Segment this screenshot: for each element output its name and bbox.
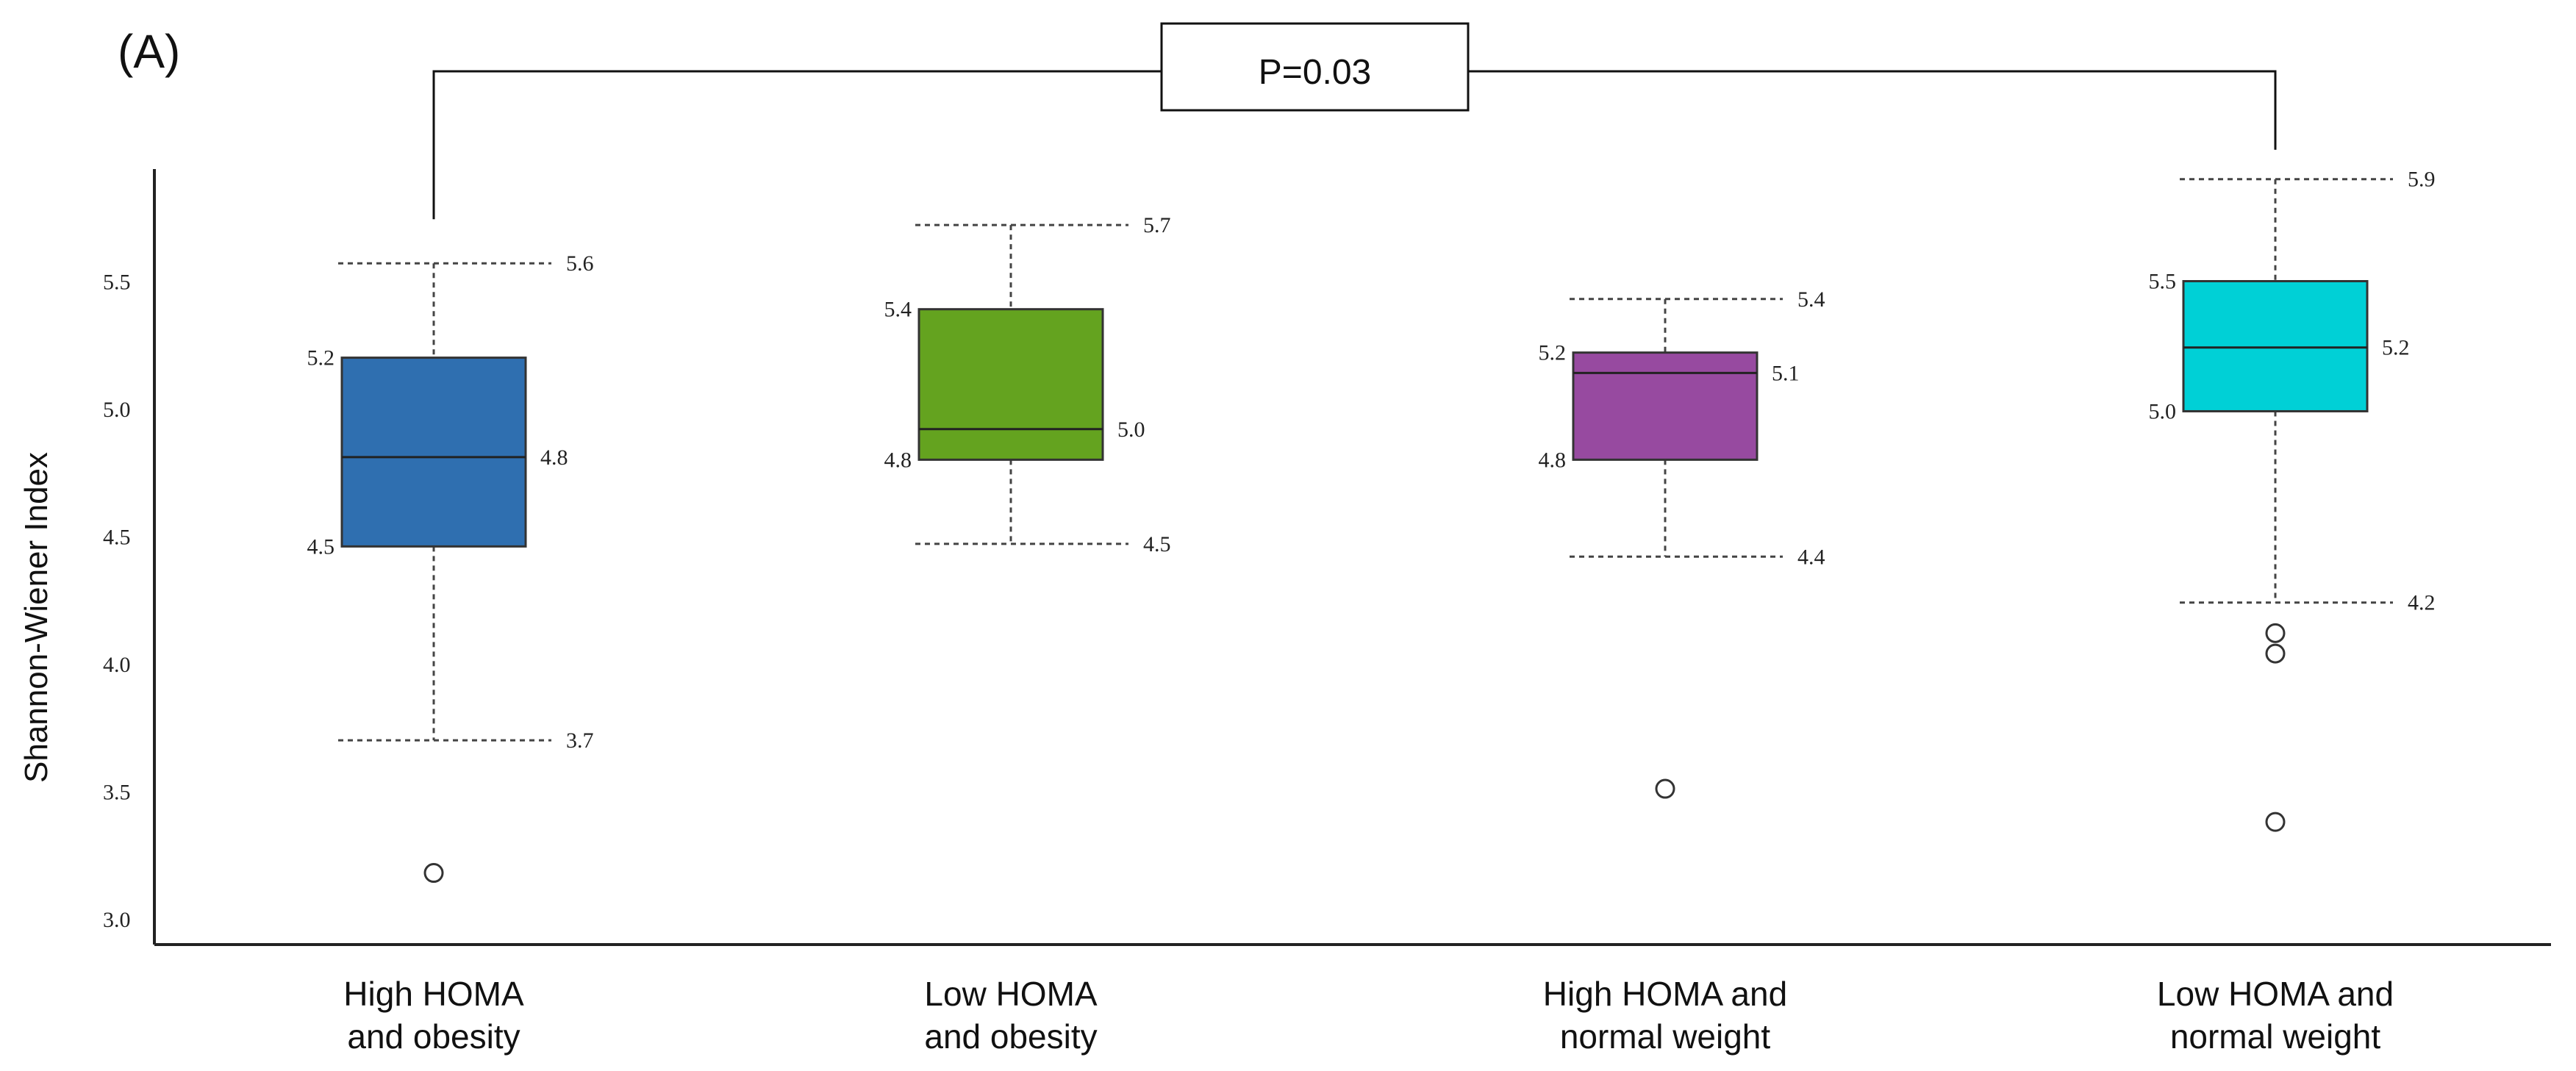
category-label: normal weight xyxy=(2170,1017,2381,1056)
bracket-right xyxy=(1468,70,2277,150)
y-axis-title: Shannon-Wiener Index xyxy=(18,452,54,783)
outlier-point xyxy=(2265,812,2286,832)
p-value-box xyxy=(1160,22,1470,112)
y-tick-label: 3.5 xyxy=(103,781,131,805)
y-tick-label: 3.0 xyxy=(103,908,131,932)
outlier-point xyxy=(2265,623,2286,643)
y-tick-label: 5.0 xyxy=(103,398,131,422)
category-label: High HOMA xyxy=(343,975,524,1013)
y-tick-label: 5.5 xyxy=(103,271,131,295)
whisker-low-label: 4.4 xyxy=(1797,545,1825,569)
median-label: 5.1 xyxy=(1772,361,1800,385)
box-group: 5.6 3.7 4.8 5.2 4.5 xyxy=(307,251,594,884)
category-label: Low HOMA and xyxy=(2157,975,2394,1013)
category-label: and obesity xyxy=(924,1017,1097,1056)
box-group: 5.9 4.2 5.2 5.5 5.0 xyxy=(2149,168,2436,832)
category-label: normal weight xyxy=(1560,1017,1771,1056)
iqr-box xyxy=(340,357,527,548)
whisker-high-label: 5.7 xyxy=(1143,213,1171,237)
axes: 3.0 3.5 4.0 4.5 5.0 5.5 xyxy=(103,169,2551,946)
bracket-left xyxy=(432,70,1162,220)
category-label: High HOMA and xyxy=(1543,975,1787,1013)
q1-label: 4.8 xyxy=(884,448,912,472)
iqr-box xyxy=(1572,351,1759,461)
q3-label: 5.5 xyxy=(2149,270,2177,294)
whisker-low-label: 4.5 xyxy=(1143,532,1171,556)
median-label: 5.0 xyxy=(1117,418,1145,442)
q1-label: 4.5 xyxy=(307,534,335,559)
x-axis-labels: High HOMA and obesity Low HOMA and obesity H… xyxy=(343,975,2394,1056)
panel-label: (A) xyxy=(118,25,180,78)
y-tick-label: 4.0 xyxy=(103,653,131,677)
q1-label: 5.0 xyxy=(2149,399,2177,423)
p-value-label: P=0.03 xyxy=(1259,53,1371,92)
box-groups: 5.63.74.85.24.55.74.55.05.44.85.44.45.15… xyxy=(307,168,2436,884)
category-label: Low HOMA xyxy=(924,975,1097,1013)
outlier-point xyxy=(1655,778,1675,799)
whisker-high-label: 5.4 xyxy=(1797,287,1825,312)
category-label: and obesity xyxy=(347,1017,520,1056)
iqr-box xyxy=(2182,280,2369,412)
q3-label: 5.4 xyxy=(884,298,912,322)
outlier-point xyxy=(423,863,444,884)
median-label: 4.8 xyxy=(540,445,568,470)
whisker-low-label: 4.2 xyxy=(2408,591,2436,615)
median-label: 5.2 xyxy=(2382,336,2410,360)
q3-label: 5.2 xyxy=(1539,341,1567,365)
y-tick-label: 4.5 xyxy=(103,526,131,550)
outlier-point xyxy=(2265,643,2286,664)
significance-bracket: P=0.03 xyxy=(432,22,2277,220)
whisker-high-label: 5.9 xyxy=(2408,168,2436,192)
q3-label: 5.2 xyxy=(307,346,335,370)
whisker-high-label: 5.6 xyxy=(566,251,594,276)
box-group: 5.4 4.4 5.1 5.2 4.8 xyxy=(1539,287,1825,799)
box-group: 5.7 4.5 5.0 5.4 4.8 xyxy=(884,213,1171,556)
q1-label: 4.8 xyxy=(1539,448,1567,472)
iqr-box xyxy=(917,308,1104,461)
whisker-low-label: 3.7 xyxy=(566,728,594,753)
